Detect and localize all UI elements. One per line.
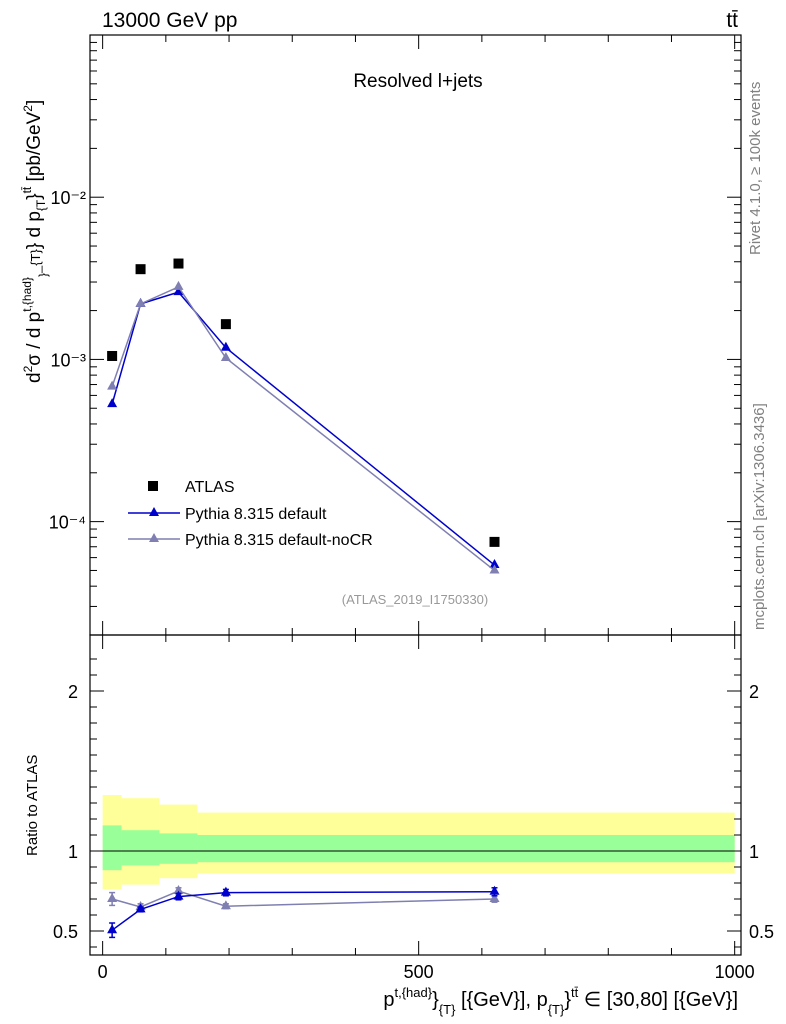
default-ratio-point — [173, 890, 184, 900]
x-axis-label: pt,{had}}{T} [{GeV}], p{T}}tt̄ ∈ [30,80]… — [383, 985, 738, 1017]
default-ratio-line — [111, 891, 495, 931]
nocr-ratio-point — [220, 900, 231, 910]
nocr-ratio-point — [107, 893, 118, 902]
atlas-data-point — [220, 319, 231, 330]
nocr-mc-point — [173, 280, 184, 290]
nocr-mc-point — [135, 297, 146, 307]
legend-atlas-label: ATLAS — [185, 479, 235, 496]
main-ytick-label: 10⁻² — [50, 188, 86, 208]
atlas-data-point — [489, 536, 500, 547]
atlas-data-point — [107, 350, 118, 361]
uncertainty-band-inner — [121, 830, 160, 866]
mcplots-label: mcplots.cern.ch [arXiv:1306.3436] — [751, 403, 768, 630]
main-plot-title: Resolved l+jets — [353, 71, 482, 92]
analysis-watermark: (ATLAS_2019_I1750330) — [342, 592, 488, 607]
legend-atlas-marker — [148, 481, 158, 491]
default-ratio-point — [107, 924, 118, 934]
atlas-data-point — [135, 264, 146, 275]
uncertainty-band-inner — [159, 833, 198, 864]
uncertainty-band-inner — [197, 835, 735, 863]
atlas-data-point — [173, 258, 184, 269]
main-y-axis-label: d2σ / d pt,{had}}_{T}} d p{T}tt̄ [pb/GeV… — [20, 100, 50, 383]
main-ytick-label: 10⁻³ — [50, 350, 86, 370]
default-mc-point — [107, 398, 118, 408]
nocr-mc-point — [489, 564, 500, 574]
ratio-plot-panel: 0.5 0.5 1 1 2 2 0 500 1000 Ratio to ATLAS pt,{ha… — [24, 634, 774, 1017]
default-mc-point — [489, 559, 500, 569]
legend: ATLAS Pythia 8.315 default Pythia 8.315 … — [128, 479, 373, 549]
main-plot-panel: Resolved l+jets (ATLAS_2019_I1750330) 10… — [20, 34, 742, 636]
legend-nocr-label: Pythia 8.315 default-noCR — [185, 532, 373, 549]
main-ytick-label: 10⁻⁴ — [49, 513, 86, 533]
legend-default-marker — [149, 507, 159, 516]
ratio-ytick-label-right: 2 — [749, 682, 759, 702]
default-mc-point — [220, 341, 231, 351]
ratio-plot-frame — [89, 634, 742, 956]
default-mc-point — [173, 286, 184, 296]
xtick-label: 1000 — [715, 962, 755, 982]
nocr-mc-point — [220, 352, 231, 362]
nocr-mc-point — [107, 380, 118, 390]
legend-nocr-marker — [149, 533, 159, 542]
default-ratio-point — [489, 885, 500, 895]
ratio-y-axis-label: Ratio to ATLAS — [24, 755, 41, 856]
legend-default-label: Pythia 8.315 default — [185, 506, 327, 523]
xtick-label: 0 — [98, 962, 108, 982]
header-process-label: tt̄ — [726, 9, 738, 32]
default-ratio-point — [220, 886, 231, 896]
main-series-line — [111, 285, 495, 572]
uncertainty-band-inner — [102, 825, 122, 871]
nocr-ratio-point — [173, 885, 184, 894]
ratio-ytick-label-left: 2 — [68, 682, 78, 702]
ratio-ytick-label-left: 1 — [68, 842, 78, 862]
nocr-ratio-point — [489, 893, 500, 902]
rivet-version-label: Rivet 4.1.0, ≥ 100k events — [747, 82, 764, 255]
main-series-line — [111, 291, 495, 566]
ratio-ytick-label-right: 1 — [749, 842, 759, 862]
ratio-ytick-label-left: 0.5 — [53, 922, 78, 942]
default-ratio-point — [135, 903, 146, 913]
ratio-ytick-label-right: 0.5 — [749, 922, 774, 942]
header-energy-label: 13000 GeV pp — [102, 9, 237, 32]
xtick-label: 500 — [404, 962, 434, 982]
